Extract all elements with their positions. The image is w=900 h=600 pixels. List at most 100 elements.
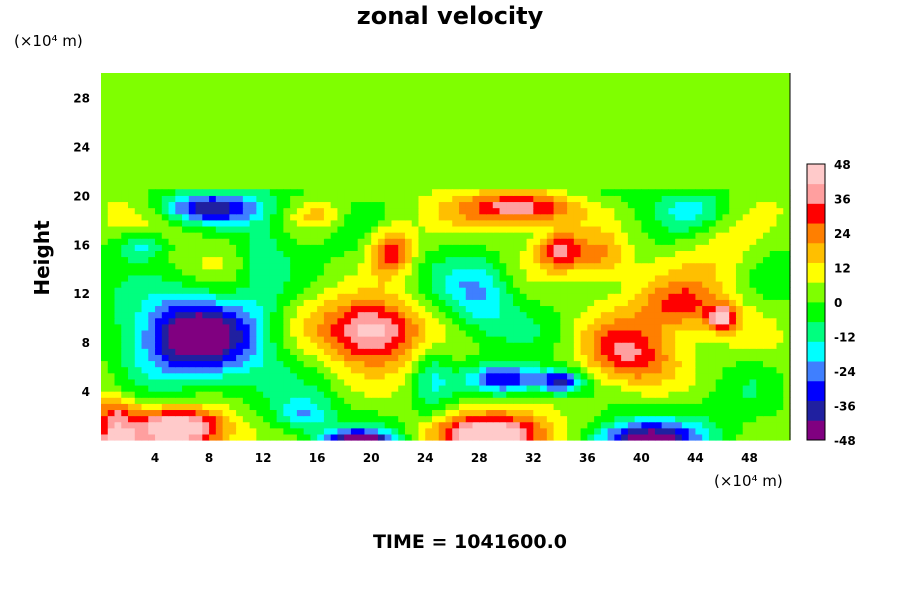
field-cell [431,238,440,245]
field-cell [269,280,278,288]
field-cell [756,336,764,343]
field-cell [121,311,129,319]
field-cell [350,384,359,392]
colorbar-segment [807,282,825,303]
field-cell [222,238,230,245]
field-cell [681,189,690,196]
field-cell [749,403,757,411]
field-cell [290,378,298,386]
field-cell [182,299,190,307]
field-cell [161,354,170,362]
field-cell [431,403,440,411]
field-cell [209,293,217,300]
field-cell [506,354,514,362]
field-cell [128,207,136,215]
field-cell [513,268,521,276]
field-cell [708,280,717,288]
field-cell [472,189,480,196]
field-cell [222,329,230,337]
field-cell [398,305,406,313]
field-cell [708,366,717,374]
field-cell [303,262,311,270]
field-cell [404,268,413,276]
field-cell [722,354,730,362]
field-cell [404,189,413,196]
field-cell [472,201,480,209]
field-cell [749,360,757,368]
field-cell [121,195,129,203]
field-cell [769,329,778,337]
field-cell [134,195,143,203]
field-cell [715,378,724,386]
field-cell [600,384,609,392]
field-cell [276,293,284,300]
field-cell [533,250,541,258]
field-cell [580,195,588,203]
field-cell [384,262,393,270]
field-cell [263,232,271,239]
field-cell [715,232,724,239]
field-cell [175,299,183,307]
field-cell [337,366,345,374]
field-cell [668,232,676,239]
field-cell [452,293,460,300]
colorbar-segment [807,380,825,401]
field-cell [465,433,474,441]
field-cell [269,195,278,203]
field-cell [344,219,352,227]
field-cell [580,287,588,294]
field-cell [783,274,791,282]
field-cell [114,287,122,294]
field-cell [492,323,501,331]
field-cell [452,268,460,276]
field-cell [553,207,561,215]
field-cell [249,311,257,319]
field-cell [715,427,724,435]
field-cell [101,280,109,288]
field-cell [708,409,717,417]
field-cell [337,250,345,258]
field-cell [756,238,764,245]
field-cell [675,433,683,441]
field-cell [614,329,622,337]
field-cell [540,311,548,319]
field-cell [479,415,487,423]
field-cell [776,201,784,209]
field-cell [668,274,676,282]
field-cell [756,244,764,251]
field-cell [492,317,501,325]
field-cell [654,207,663,215]
field-cell [222,336,230,343]
colorbar-tick-label: -12 [834,331,856,345]
field-cell [594,256,602,264]
field-cell [330,329,339,337]
field-cell [452,336,460,343]
field-cell [357,238,366,245]
field-cell [452,213,460,221]
field-cell [560,250,568,258]
field-cell [513,219,521,227]
field-cell [141,391,149,398]
field-cell [398,280,406,288]
field-cell [425,293,433,300]
field-cell [587,268,595,276]
field-cell [492,415,501,423]
field-cell [249,207,257,215]
field-cell [702,354,710,362]
field-cell [371,207,379,215]
field-cell [540,348,548,355]
field-cell [762,225,771,233]
field-cell [735,238,744,245]
field-cell [729,378,737,386]
field-cell [290,421,298,429]
field-cell [627,287,636,294]
field-cell [175,366,183,374]
field-cell [715,262,724,270]
field-cell [594,384,602,392]
field-cell [209,384,217,392]
field-cell [526,317,534,325]
field-cell [540,250,548,258]
field-cell [580,342,588,349]
field-cell [128,268,136,276]
field-cell [573,225,582,233]
